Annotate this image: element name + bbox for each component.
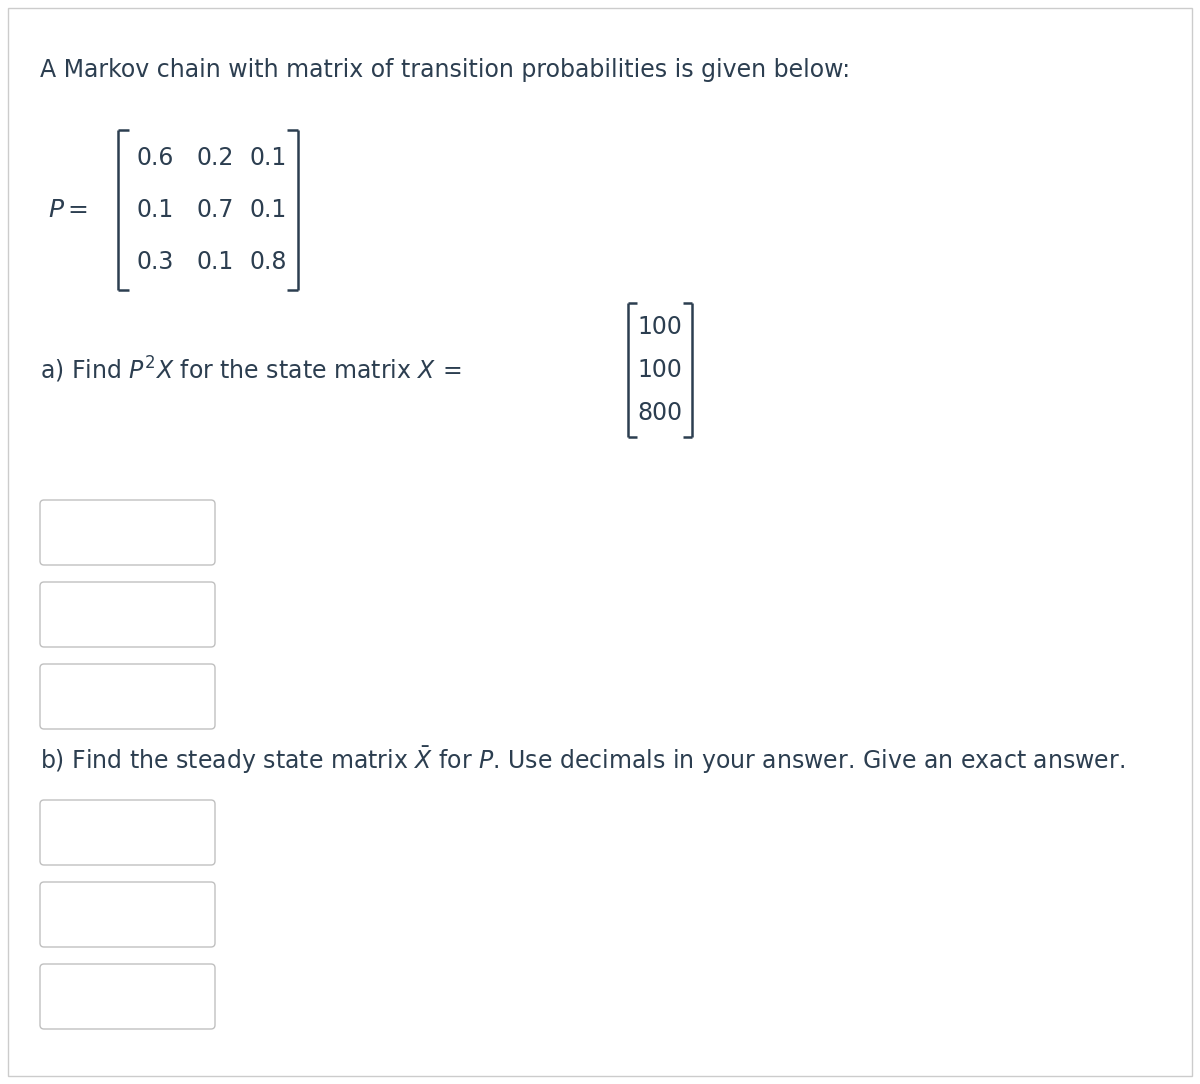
FancyBboxPatch shape [40, 664, 215, 730]
Text: 0.1: 0.1 [197, 250, 234, 274]
Text: 0.3: 0.3 [137, 250, 174, 274]
Text: a) Find $P^2X$ for the state matrix $X\,=$: a) Find $P^2X$ for the state matrix $X\,… [40, 354, 462, 385]
FancyBboxPatch shape [40, 882, 215, 947]
Text: 0.2: 0.2 [197, 146, 234, 170]
Text: 100: 100 [637, 358, 683, 382]
Text: 0.6: 0.6 [137, 146, 174, 170]
FancyBboxPatch shape [40, 964, 215, 1029]
Text: 800: 800 [637, 401, 683, 425]
Text: 0.7: 0.7 [197, 198, 234, 222]
Text: 0.1: 0.1 [250, 198, 287, 222]
Text: 0.1: 0.1 [250, 146, 287, 170]
Text: 100: 100 [637, 315, 683, 339]
Text: b) Find the steady state matrix $\bar{X}$ for $P$. Use decimals in your answer. : b) Find the steady state matrix $\bar{X}… [40, 744, 1124, 776]
FancyBboxPatch shape [40, 582, 215, 647]
Text: A Markov chain with matrix of transition probabilities is given below:: A Markov chain with matrix of transition… [40, 59, 850, 82]
Text: 0.1: 0.1 [137, 198, 174, 222]
FancyBboxPatch shape [40, 800, 215, 865]
Text: 0.8: 0.8 [250, 250, 287, 274]
Text: $P =$: $P =$ [48, 198, 88, 222]
FancyBboxPatch shape [40, 500, 215, 565]
